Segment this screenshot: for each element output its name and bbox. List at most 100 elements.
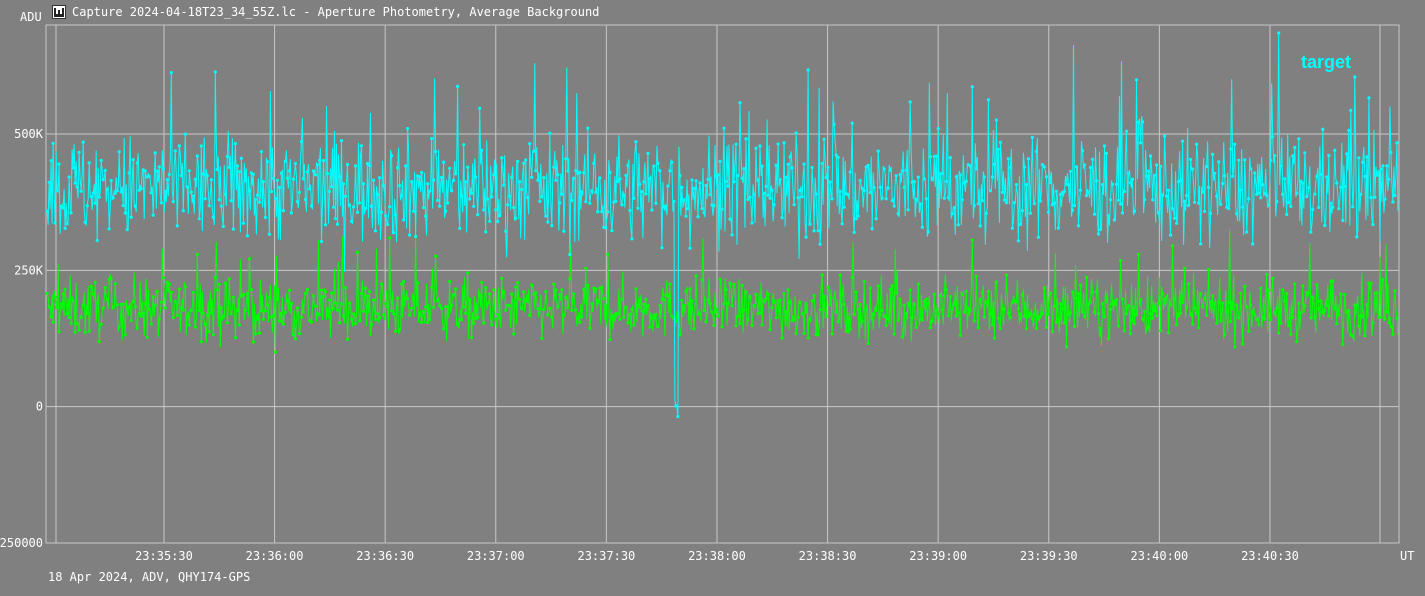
data-point	[1036, 316, 1040, 320]
series-line	[46, 228, 1399, 353]
data-point	[285, 176, 289, 180]
data-point	[518, 297, 522, 301]
data-point	[772, 203, 776, 207]
data-point	[792, 203, 796, 207]
data-point	[1235, 303, 1239, 307]
data-point	[1108, 198, 1113, 202]
data-point	[504, 229, 508, 233]
data-point	[1353, 75, 1357, 79]
data-point	[87, 329, 91, 333]
data-point	[187, 323, 191, 327]
data-point	[1307, 291, 1311, 295]
data-point	[658, 303, 662, 308]
data-point	[1064, 345, 1069, 349]
data-point	[778, 298, 782, 302]
data-point	[367, 164, 372, 168]
data-point	[384, 302, 388, 306]
data-point	[159, 300, 163, 304]
data-point	[634, 140, 638, 144]
data-point	[265, 160, 269, 164]
data-point	[680, 185, 684, 189]
data-point	[526, 300, 530, 304]
data-point	[1277, 31, 1281, 35]
data-point	[371, 298, 376, 302]
data-point	[534, 290, 538, 295]
data-point	[1207, 267, 1211, 272]
data-point	[135, 161, 139, 165]
data-point	[624, 173, 628, 177]
data-point	[1233, 142, 1237, 146]
data-point	[167, 282, 171, 286]
data-point	[1251, 310, 1255, 314]
data-point	[732, 282, 736, 286]
data-point	[1295, 191, 1299, 195]
data-point	[301, 310, 305, 314]
data-point	[1259, 286, 1263, 290]
data-point	[179, 306, 183, 310]
data-point	[77, 150, 81, 154]
data-point	[1231, 307, 1235, 311]
data-point	[1339, 185, 1343, 189]
data-point	[1387, 177, 1391, 181]
data-point	[95, 238, 99, 242]
data-point	[163, 306, 167, 310]
data-point	[398, 184, 402, 188]
data-point	[708, 301, 712, 305]
data-point	[416, 281, 420, 285]
data-point	[123, 333, 127, 337]
data-point	[103, 168, 107, 173]
data-point	[1375, 173, 1379, 177]
data-point	[460, 194, 464, 198]
data-point	[1303, 151, 1307, 155]
data-point	[119, 190, 123, 194]
data-point	[129, 215, 133, 219]
data-point	[183, 285, 187, 289]
data-point	[650, 208, 654, 212]
data-point	[678, 333, 682, 337]
data-point	[1257, 323, 1261, 327]
data-point	[1096, 232, 1101, 236]
data-point	[247, 257, 251, 261]
x-tick-label: 23:39:30	[1020, 549, 1078, 563]
data-point	[424, 305, 428, 309]
data-point	[548, 131, 552, 135]
data-point	[428, 318, 432, 322]
data-point	[207, 330, 211, 334]
data-point	[474, 175, 478, 179]
data-point	[690, 299, 694, 303]
data-point	[1313, 315, 1317, 319]
data-point	[91, 191, 95, 195]
data-point	[828, 303, 832, 307]
data-point	[1209, 211, 1213, 215]
data-point	[1243, 284, 1247, 288]
data-point	[566, 306, 570, 310]
data-point	[1153, 173, 1157, 177]
data-point	[169, 71, 173, 75]
data-point	[748, 295, 752, 299]
data-point	[143, 169, 147, 173]
data-point	[470, 191, 474, 195]
data-point	[283, 310, 287, 314]
data-point	[1241, 205, 1245, 209]
data-point	[898, 172, 902, 176]
data-point	[908, 288, 912, 292]
data-point	[588, 201, 592, 205]
data-point	[211, 215, 215, 219]
data-point	[167, 172, 171, 176]
data-point	[446, 305, 450, 309]
data-point	[111, 305, 115, 309]
data-point	[1006, 157, 1011, 161]
data-point	[1030, 317, 1034, 321]
data-point	[904, 168, 908, 172]
data-point	[806, 336, 810, 340]
data-point	[123, 211, 127, 215]
data-point	[408, 233, 412, 237]
data-point	[147, 174, 151, 178]
data-point	[1279, 321, 1283, 325]
data-point	[1229, 319, 1233, 324]
data-point	[105, 297, 109, 301]
data-point	[85, 204, 89, 208]
data-point	[832, 296, 836, 300]
data-point	[712, 204, 716, 208]
data-point	[1197, 326, 1201, 330]
